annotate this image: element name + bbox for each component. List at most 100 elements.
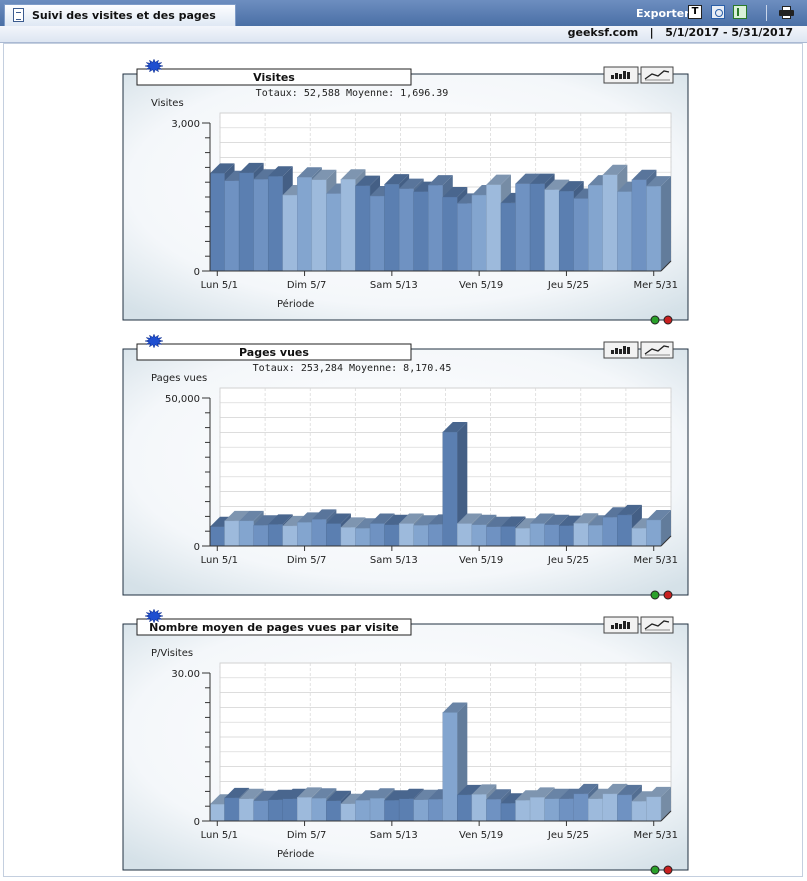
bar-icon-stroke (615, 348, 618, 354)
bar-front (646, 796, 662, 822)
bar-top (239, 788, 264, 799)
bar-front (588, 184, 604, 272)
bar-front (471, 524, 487, 547)
bar-top (253, 790, 279, 801)
x-tick-label: Lun 5/1 (201, 830, 238, 841)
bar-side (661, 509, 671, 546)
bar-front (442, 712, 458, 822)
excel-export-icon[interactable] (733, 5, 747, 19)
bar-front (544, 798, 560, 822)
date-range: 5/1/2017 - 5/31/2017 (665, 26, 793, 39)
bar-top (239, 162, 264, 173)
chart-pageviews: Pages vues Totaux: 253,284 Moyenne: 8,170… (0, 333, 807, 603)
pages-per-visit-chart-svg: Nombre moyen de pages vues par visite 30.… (122, 608, 689, 875)
y-tick-label-max: 3,000 (171, 119, 200, 130)
y-tick-label-min: 0 (194, 817, 200, 828)
bar-front (398, 188, 414, 272)
line-chart-icon (644, 70, 670, 80)
bar-side (457, 422, 468, 546)
starburst-shape (144, 333, 164, 349)
x-tick-label: Sam 5/13 (370, 555, 418, 566)
bar-icon-stroke (619, 74, 622, 79)
bar-top (384, 514, 410, 525)
bar-top (500, 516, 526, 527)
bar-top (500, 793, 526, 804)
chart-title: Pages vues (239, 346, 309, 359)
bar-top (297, 512, 322, 523)
bar-front (311, 179, 327, 272)
bar-top (442, 422, 468, 433)
bar-top (471, 514, 497, 525)
bar-top (428, 175, 453, 186)
bar-icon-stroke (623, 621, 626, 629)
bar-front (471, 794, 487, 822)
bar-top (210, 163, 235, 174)
bar-front (588, 798, 604, 822)
bar-front (529, 183, 545, 272)
bar-icon-stroke (615, 73, 618, 79)
bar-top (617, 504, 642, 515)
report-tab[interactable]: Suivi des visites et des pages vues (4, 4, 236, 35)
bar-top (282, 515, 308, 526)
web-export-icon[interactable] (711, 5, 725, 19)
line-chart-icon (644, 620, 670, 630)
bar-front (224, 797, 240, 822)
bar-top (370, 513, 395, 524)
chart-summary: Totaux: 253,284 Moyenne: 8,170.45 (253, 363, 452, 374)
bar-front (515, 800, 531, 822)
bar-front (529, 797, 545, 822)
bar-front (500, 803, 516, 822)
bar-front (500, 526, 516, 547)
bar-front (558, 798, 574, 822)
text-export-icon[interactable]: T (688, 5, 702, 19)
x-tick-label: Lun 5/1 (201, 280, 238, 291)
chart-title: Visites (253, 71, 295, 84)
export-label: Exporter (636, 7, 690, 20)
bar-top (384, 174, 410, 185)
bar-top (631, 169, 657, 180)
bar-top (457, 513, 482, 524)
bar-front (326, 193, 342, 272)
bar-top (573, 513, 599, 524)
y-tick-label-max: 50,000 (165, 394, 200, 405)
bar-top (326, 790, 351, 801)
bar-top (544, 788, 570, 799)
bar-chart-icon (611, 621, 630, 629)
bar-front (602, 793, 618, 822)
chart-title-box (136, 618, 412, 636)
site-separator: | (649, 26, 654, 39)
bar-front (558, 190, 574, 272)
bar-top (544, 179, 570, 190)
bar-front (209, 173, 225, 272)
bar-icon-stroke (611, 350, 614, 354)
bar-front (617, 514, 633, 547)
x-axis-label: Période (277, 298, 314, 310)
bar-front (297, 522, 313, 547)
starburst-shape (144, 608, 164, 624)
bar-front (224, 520, 240, 547)
visits-chart-svg: Visites Totaux: 52,588 Moyenne: 1,696.39 3… (122, 58, 689, 325)
print-icon[interactable] (779, 6, 794, 19)
x-tick-label: Dim 5/7 (287, 830, 327, 841)
bar-front (442, 196, 458, 272)
bar-icon-stroke (627, 72, 630, 79)
x-tick-label: Ven 5/19 (459, 830, 503, 841)
bar-front (515, 528, 531, 547)
bar-top (617, 784, 642, 795)
bar-front (646, 185, 662, 272)
bar-top (282, 788, 308, 799)
x-tick-label: Dim 5/7 (287, 280, 327, 291)
header-bar: Suivi des visites et des pages vues Expo… (0, 0, 807, 35)
bar-top (268, 789, 293, 800)
x-axis-depth (660, 260, 672, 272)
bar-front (558, 525, 574, 547)
bar-top (559, 515, 584, 526)
bar-front (267, 176, 283, 272)
bar-top (486, 789, 511, 800)
starburst-icon (144, 333, 164, 349)
bar-front (282, 194, 298, 272)
bar-front (471, 194, 487, 272)
bar-top (399, 513, 424, 524)
bar-top (530, 513, 555, 524)
bar-front (238, 798, 254, 822)
